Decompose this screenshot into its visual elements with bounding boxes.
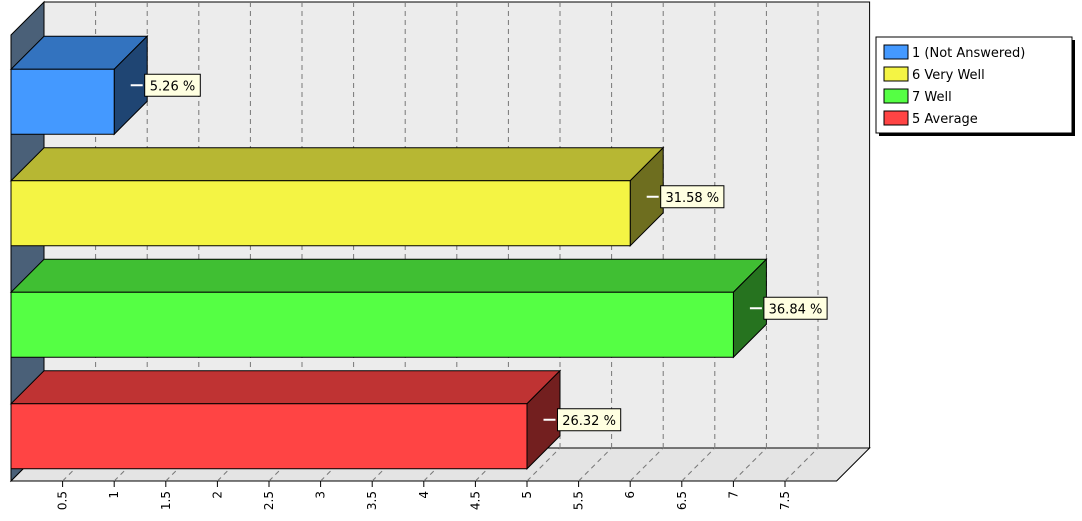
x-tick-label: 7.5 xyxy=(778,491,792,510)
x-axis: 0.5 1 1.5 2 2.5 3 3.5 4 4.5 5 5.5 6 6.5 7 7.5 xyxy=(56,481,792,510)
x-tick-label: 2 xyxy=(210,491,224,499)
bar-top-face xyxy=(11,148,663,181)
x-tick-label: 0.5 xyxy=(56,491,70,510)
legend-label: 1 (Not Answered) xyxy=(912,46,1025,61)
bar-top-face xyxy=(11,371,560,404)
legend-entry: 6 Very Well xyxy=(884,67,985,83)
bar-4 xyxy=(11,371,560,469)
bar-2 xyxy=(11,148,663,246)
legend: 1 (Not Answered) 6 Very Well 7 Well 5 Avera… xyxy=(876,37,1075,136)
bar-1 xyxy=(11,36,147,134)
x-tick-label: 3 xyxy=(314,491,328,499)
legend-label: 6 Very Well xyxy=(912,68,985,83)
x-tick-label: 4 xyxy=(417,491,431,499)
legend-label: 5 Average xyxy=(912,112,978,127)
x-tick-label: 6 xyxy=(623,491,637,499)
bar-front-face xyxy=(11,404,527,469)
x-tick-label: 7 xyxy=(726,491,740,499)
legend-swatch xyxy=(884,89,908,103)
data-label: 36.84 % xyxy=(769,302,823,317)
x-tick-label: 5.5 xyxy=(572,491,586,510)
x-tick-label: 1 xyxy=(107,491,121,499)
bar-front-face xyxy=(11,181,630,246)
x-tick-label: 6.5 xyxy=(675,491,689,510)
bar-front-face xyxy=(11,292,733,357)
legend-swatch xyxy=(884,67,908,81)
legend-swatch xyxy=(884,111,908,125)
data-label: 5.26 % xyxy=(150,79,195,94)
bar-top-face xyxy=(11,259,766,292)
x-tick-label: 2.5 xyxy=(262,491,276,510)
x-tick-label: 5 xyxy=(520,491,534,499)
legend-swatch xyxy=(884,45,908,59)
x-tick-label: 1.5 xyxy=(159,491,173,510)
bar-3 xyxy=(11,259,766,357)
x-tick-label: 3.5 xyxy=(365,491,379,510)
x-tick-label: 4.5 xyxy=(468,491,482,510)
data-label: 31.58 % xyxy=(665,191,719,206)
bar-front-face xyxy=(11,69,114,134)
legend-entry: 5 Average xyxy=(884,111,978,127)
legend-label: 7 Well xyxy=(912,90,952,105)
data-label: 26.32 % xyxy=(562,414,616,429)
legend-entry: 7 Well xyxy=(884,89,952,105)
legend-entry: 1 (Not Answered) xyxy=(884,45,1025,61)
